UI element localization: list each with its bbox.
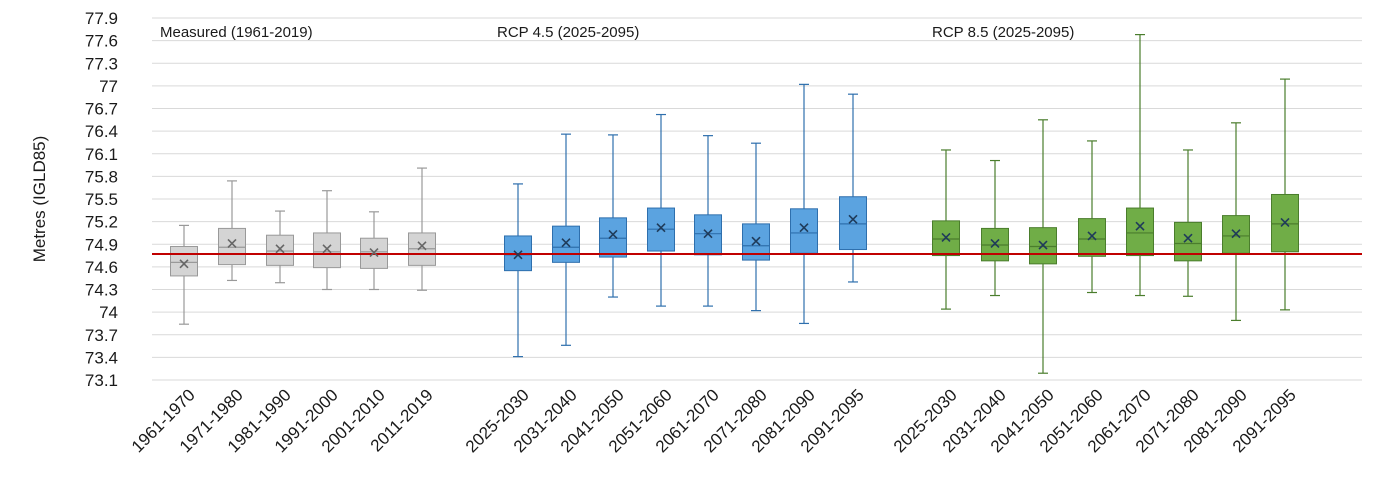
mean-marker	[179, 259, 189, 269]
gridlines	[152, 17, 1362, 381]
box-iqr	[1174, 221, 1202, 262]
mean-marker-stroke	[608, 229, 618, 240]
y-tick-label: 74.6	[85, 258, 118, 277]
mean-marker	[561, 238, 571, 248]
mean-marker	[513, 250, 523, 260]
box-iqr	[1078, 218, 1106, 257]
box-iqr	[790, 208, 818, 254]
box-iqr	[266, 234, 294, 266]
box-iqr	[839, 196, 867, 251]
mean-marker-stroke	[1135, 221, 1145, 231]
mean-marker-stroke	[513, 250, 523, 260]
box-iqr	[1029, 227, 1057, 265]
group-label: RCP 8.5 (2025-2095)	[932, 24, 1074, 41]
y-tick-label: 73.4	[85, 348, 118, 367]
mean-marker-stroke	[275, 244, 285, 254]
mean-marker	[941, 232, 951, 243]
mean-marker	[1087, 231, 1097, 241]
mean-marker	[275, 244, 285, 254]
mean-marker	[1135, 221, 1145, 231]
group-labels: Measured (1961-2019) RCP 4.5 (2025-2095) R…	[160, 24, 1074, 41]
y-tick-label: 76.7	[85, 100, 118, 119]
mean-marker-stroke	[1183, 233, 1193, 243]
box-iqr	[552, 225, 580, 263]
mean-marker-stroke	[1280, 217, 1290, 227]
mean-marker	[990, 238, 1000, 249]
box-iqr	[170, 246, 198, 277]
y-axis-ticks: 73.1 73.4 73.7 74 74.3 74.6 74.9 75.2 75.5 75.8 76…	[85, 9, 118, 390]
mean-marker-stroke	[799, 223, 809, 233]
mean-markers	[179, 214, 1290, 269]
y-tick-label: 76.1	[85, 145, 118, 164]
y-tick-label: 74.9	[85, 235, 118, 254]
mean-marker-stroke	[322, 244, 332, 254]
y-tick-label: 73.7	[85, 326, 118, 345]
mean-marker-stroke	[1038, 240, 1048, 250]
mean-marker-stroke	[369, 247, 379, 258]
group-label: RCP 4.5 (2025-2095)	[497, 24, 639, 41]
mean-marker	[322, 244, 332, 254]
y-tick-label: 74.3	[85, 281, 118, 300]
y-tick-label: 75.5	[85, 190, 118, 209]
y-tick-label: 77.3	[85, 54, 118, 73]
boxes	[170, 33, 1299, 374]
y-tick-label: 74	[99, 303, 118, 322]
mean-marker-stroke	[941, 232, 951, 243]
mean-marker	[799, 223, 809, 233]
mean-marker	[1231, 229, 1241, 239]
y-tick-label: 77.6	[85, 32, 118, 51]
mean-marker-stroke	[417, 241, 427, 251]
mean-marker-stroke	[227, 238, 237, 249]
mean-marker-stroke	[179, 259, 189, 269]
mean-marker	[608, 229, 618, 240]
mean-marker	[751, 236, 761, 246]
mean-marker-stroke	[561, 238, 571, 248]
mean-marker	[369, 247, 379, 258]
mean-marker-stroke	[1087, 231, 1097, 241]
y-tick-label: 76.4	[85, 122, 118, 141]
mean-marker-stroke	[1231, 229, 1241, 239]
mean-marker	[656, 223, 666, 233]
box-iqr	[599, 217, 627, 258]
box-iqr	[313, 232, 341, 269]
mean-marker	[417, 241, 427, 251]
group-label: Measured (1961-2019)	[160, 24, 313, 41]
x-axis-category-labels: 1961-19701971-19801981-19901991-20002001…	[128, 385, 1300, 456]
mean-marker	[227, 238, 237, 249]
y-tick-label: 75.2	[85, 213, 118, 232]
y-tick-label: 75.8	[85, 167, 118, 186]
box-iqr	[218, 227, 246, 266]
mean-marker-stroke	[990, 238, 1000, 249]
y-tick-label: 73.1	[85, 371, 118, 390]
mean-marker-stroke	[751, 236, 761, 246]
mean-marker	[703, 229, 713, 239]
mean-marker	[1280, 217, 1290, 227]
mean-marker-stroke	[656, 223, 666, 233]
box-iqr	[1126, 207, 1154, 257]
mean-marker-stroke	[703, 229, 713, 239]
mean-marker	[848, 214, 858, 224]
y-tick-label: 77	[99, 77, 118, 96]
y-axis-title: Metres (IGLD85)	[30, 136, 49, 263]
mean-marker	[1038, 240, 1048, 250]
mean-marker-stroke	[848, 214, 858, 224]
mean-marker	[1183, 233, 1193, 243]
y-tick-label: 77.9	[85, 9, 118, 28]
